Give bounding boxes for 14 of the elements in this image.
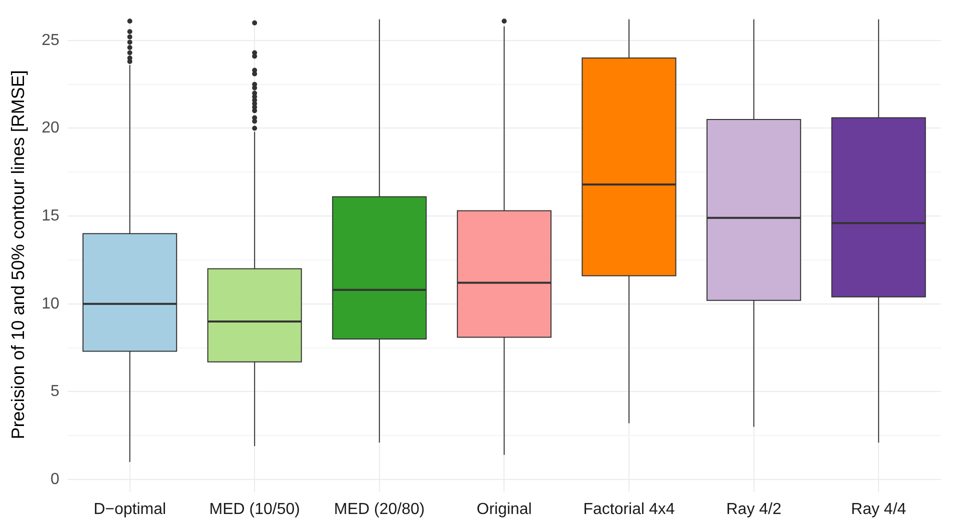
x-tick-label: MED (20/80) [334,500,425,518]
y-tick-label: 15 [42,207,60,224]
y-axis-title: Precision of 10 and 50% contour lines [RMSE] [8,70,28,440]
y-tick-label: 10 [42,295,60,312]
y-tick-label: 0 [50,470,60,488]
y-tick-label: 5 [50,383,60,400]
x-tick-label: Factorial 4x4 [583,500,675,518]
x-tick-label: Ray 4/2 [726,500,782,518]
y-tick-label: 20 [42,120,60,137]
x-tick-label: Original [476,500,532,518]
x-tick-label: MED (10/50) [209,500,300,518]
x-tick-label: Ray 4/4 [851,500,906,518]
x-tick-label: D−optimal [94,500,166,518]
y-tick-label: 25 [42,32,60,49]
